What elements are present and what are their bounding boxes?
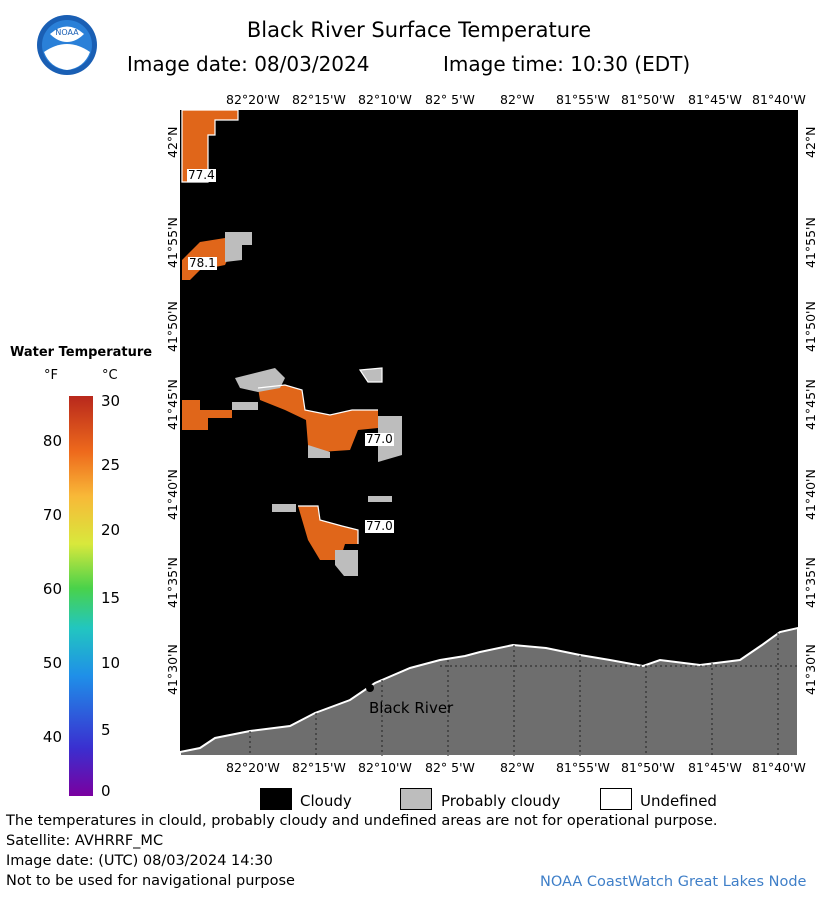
temperature-label: 77.0 — [365, 432, 394, 446]
lon-tick: 82°20'W — [226, 760, 280, 775]
svg-text:NOAA: NOAA — [55, 28, 79, 37]
temperature-label: 78.1 — [188, 256, 217, 270]
lon-tick: 81°45'W — [688, 760, 742, 775]
lat-tick: 42°N — [165, 126, 180, 158]
land-area — [180, 626, 798, 756]
lat-tick: 41°45'N — [165, 379, 180, 430]
image-date: Image date: 08/03/2024 — [127, 52, 370, 76]
lon-tick: 82°15'W — [292, 92, 346, 107]
noaa-logo-icon: NOAA — [37, 15, 97, 75]
celsius-tick: 25 — [101, 456, 121, 474]
celsius-tick: 15 — [101, 589, 121, 607]
lon-tick: 82°W — [500, 760, 535, 775]
lon-tick: 82°20'W — [226, 92, 280, 107]
credit-link[interactable]: NOAA CoastWatch Great Lakes Node — [540, 874, 807, 890]
map-title: Black River Surface Temperature — [246, 18, 592, 42]
fahrenheit-tick: 70 — [42, 506, 62, 524]
celsius-tick: 30 — [101, 392, 121, 410]
probably-cloudy-swatch — [400, 788, 432, 810]
lon-tick: 81°45'W — [688, 92, 742, 107]
cloud-patches — [225, 232, 402, 576]
probably-cloudy-label: Probably cloudy — [441, 792, 561, 810]
celsius-tick: 10 — [101, 654, 121, 672]
undefined-outlines — [181, 110, 383, 544]
lat-tick: 41°50'N — [165, 301, 180, 352]
temperature-color-bar — [69, 396, 93, 796]
temperature-label: 77.4 — [187, 168, 216, 182]
map-panel — [180, 110, 798, 756]
cloudy-label: Cloudy — [300, 792, 352, 810]
place-label-black-river: Black River — [369, 699, 454, 717]
utc-date-note: Image date: (UTC) 08/03/2024 14:30 — [6, 853, 273, 869]
lat-tick: 42°N — [803, 126, 818, 158]
celsius-tick: 0 — [101, 782, 111, 800]
black-river-marker — [366, 684, 374, 692]
fahrenheit-tick: 50 — [42, 654, 62, 672]
undefined-swatch — [600, 788, 632, 810]
lat-tick: 41°35'N — [165, 557, 180, 608]
celsius-tick: 5 — [101, 721, 111, 739]
land-grid — [249, 633, 798, 756]
cloudy-swatch — [260, 788, 292, 810]
unit-celsius: °C — [102, 368, 118, 383]
unit-fahrenheit: °F — [44, 368, 58, 383]
lon-tick: 82°10'W — [358, 92, 412, 107]
navigation-note: Not to be used for navigational purpose — [6, 873, 295, 889]
lat-tick: 41°30'N — [165, 644, 180, 695]
lon-tick: 82°15'W — [292, 760, 346, 775]
temperature-label: 77.0 — [365, 519, 394, 533]
lon-tick: 81°40'W — [752, 92, 806, 107]
image-time: Image time: 10:30 (EDT) — [443, 52, 691, 76]
map-svg — [180, 110, 798, 756]
lat-tick: 41°40'N — [165, 469, 180, 520]
lat-tick: 41°30'N — [803, 644, 818, 695]
temperature-legend-title: Water Temperature — [10, 345, 153, 360]
lat-tick: 41°45'N — [803, 379, 818, 430]
fahrenheit-tick: 60 — [42, 580, 62, 598]
satellite-note: Satellite: AVHRRF_MC — [6, 833, 164, 849]
lat-tick: 41°35'N — [803, 557, 818, 608]
lat-tick: 41°40'N — [803, 469, 818, 520]
lon-tick: 81°55'W — [556, 760, 610, 775]
lon-tick: 82° 5'W — [425, 760, 475, 775]
undefined-label: Undefined — [640, 792, 717, 810]
lon-tick: 81°40'W — [752, 760, 806, 775]
lat-tick: 41°55'N — [165, 217, 180, 268]
lon-tick: 81°50'W — [621, 92, 675, 107]
fahrenheit-tick: 40 — [42, 728, 62, 746]
lat-tick: 41°50'N — [803, 301, 818, 352]
lon-tick: 82° 5'W — [425, 92, 475, 107]
fahrenheit-tick: 80 — [42, 432, 62, 450]
lon-tick: 81°50'W — [621, 760, 675, 775]
lon-tick: 82°10'W — [358, 760, 412, 775]
lat-tick: 41°55'N — [803, 217, 818, 268]
lon-tick: 81°55'W — [556, 92, 610, 107]
disclaimer-note: The temperatures in clould, probably clo… — [6, 813, 718, 829]
celsius-tick: 20 — [101, 521, 121, 539]
lon-tick: 82°W — [500, 92, 535, 107]
